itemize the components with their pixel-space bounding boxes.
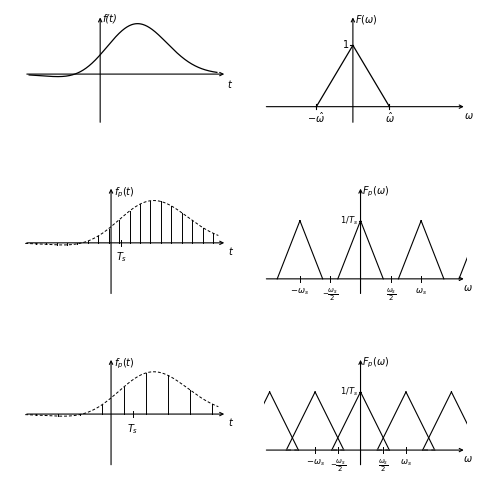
Text: $-\omega_s$: $-\omega_s$ — [290, 286, 309, 297]
Text: $-\omega_s$: $-\omega_s$ — [305, 458, 324, 468]
Text: $F_p(\omega)$: $F_p(\omega)$ — [361, 356, 388, 370]
Text: $\dfrac{\omega_s}{2}$: $\dfrac{\omega_s}{2}$ — [384, 286, 396, 303]
Text: $1/T_s$: $1/T_s$ — [339, 214, 358, 227]
Text: $T_s$: $T_s$ — [127, 422, 138, 435]
Text: $-\dfrac{\omega_s}{2}$: $-\dfrac{\omega_s}{2}$ — [329, 458, 345, 474]
Text: $\omega$: $\omega$ — [462, 283, 472, 293]
Text: $T_s$: $T_s$ — [116, 251, 127, 264]
Text: t: t — [228, 247, 231, 257]
Text: $F_p(\omega)$: $F_p(\omega)$ — [361, 185, 388, 199]
Text: $F(\omega)$: $F(\omega)$ — [354, 13, 377, 26]
Text: $-\dfrac{\omega_s}{2}$: $-\dfrac{\omega_s}{2}$ — [321, 286, 338, 303]
Text: $-\hat{\omega}$: $-\hat{\omega}$ — [307, 111, 324, 125]
Text: $\omega$: $\omega$ — [463, 111, 472, 121]
Text: t: t — [228, 418, 231, 429]
Text: $1/T_s$: $1/T_s$ — [339, 386, 358, 398]
Text: $\dfrac{\omega_s}{2}$: $\dfrac{\omega_s}{2}$ — [377, 458, 388, 474]
Text: $\omega_s$: $\omega_s$ — [399, 458, 411, 468]
Text: $f_p(t)$: $f_p(t)$ — [114, 185, 134, 200]
Text: $\omega$: $\omega$ — [462, 454, 472, 464]
Text: $\hat{\omega}$: $\hat{\omega}$ — [384, 111, 394, 125]
Text: $f_p(t)$: $f_p(t)$ — [114, 356, 134, 371]
Text: 1: 1 — [342, 40, 348, 50]
Text: f(t): f(t) — [103, 14, 117, 24]
Text: t: t — [227, 80, 231, 91]
Text: $\omega_s$: $\omega_s$ — [414, 286, 426, 297]
